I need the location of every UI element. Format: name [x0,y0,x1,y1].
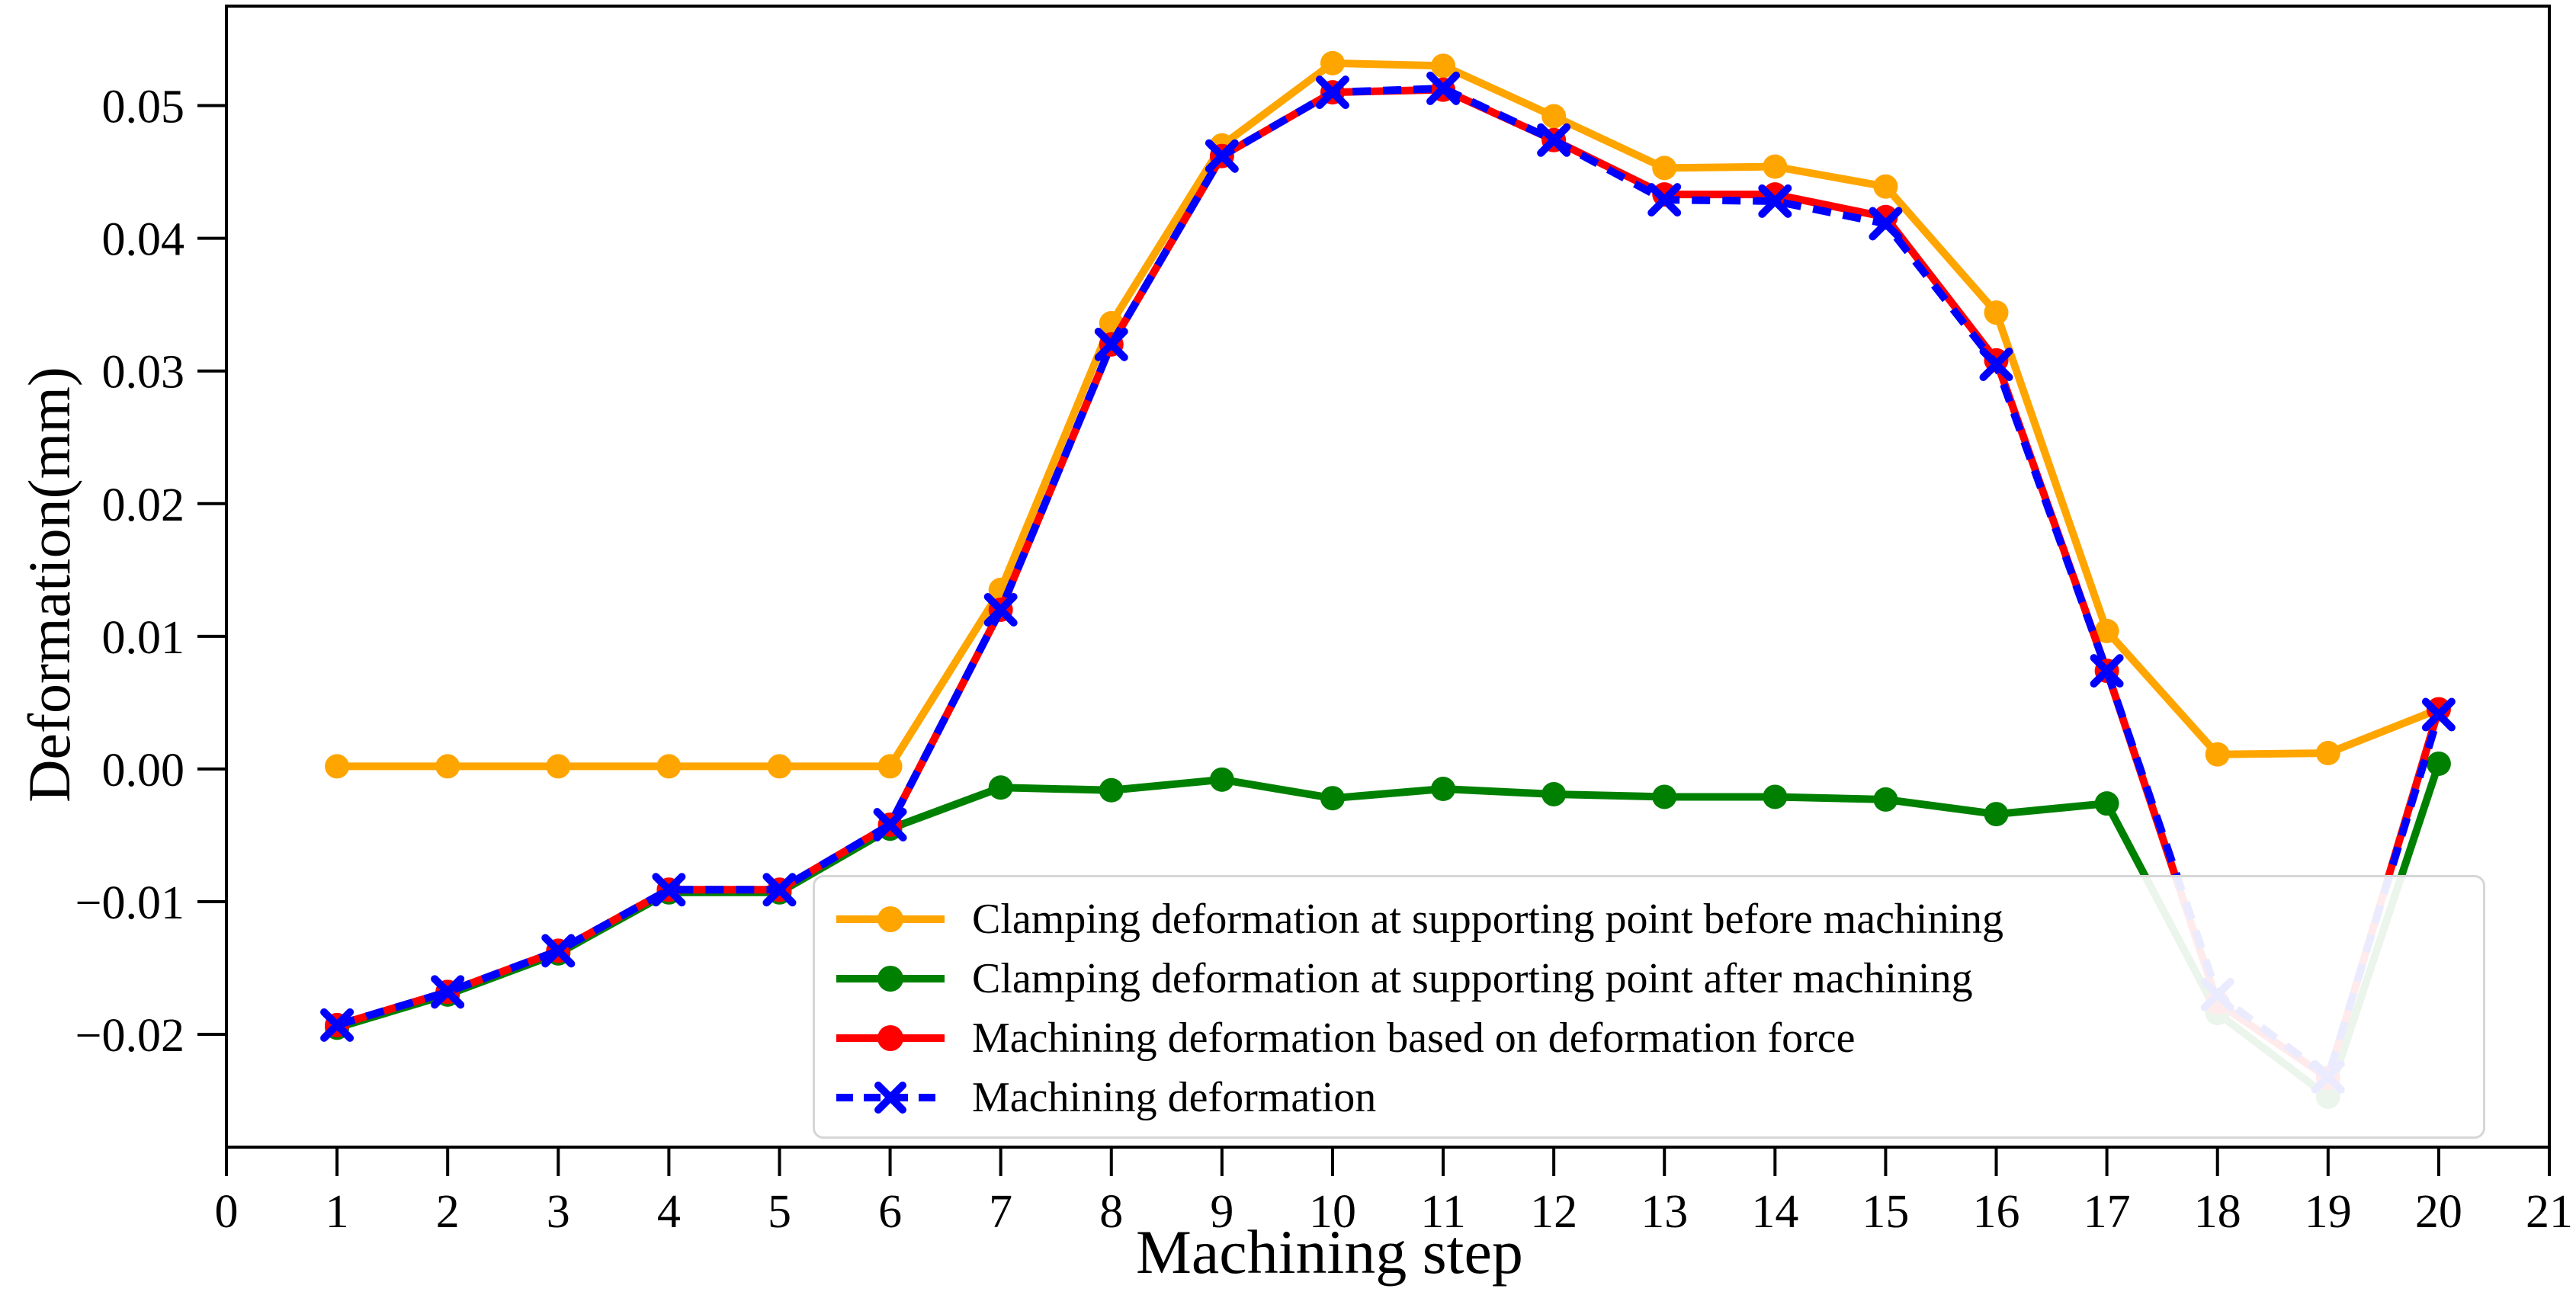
x-axis-title: Machining step [1136,1217,1523,1287]
x-tick-label: 14 [1751,1186,1798,1238]
series-1-marker [1541,781,1567,806]
series-1-marker [1099,777,1124,803]
series-3-marker [1537,123,1571,157]
legend-swatch-red-line-icon [836,1025,945,1051]
series-3-marker [762,873,797,907]
legend-swatch-blue-dashed-x-icon [836,1082,945,1114]
series-3-marker [320,1008,354,1042]
x-tick-label: 5 [768,1186,791,1238]
series-3-line [335,84,2443,1081]
series-1-marker [1763,784,1788,809]
series-1-marker [1873,787,1898,812]
x-tick-label: 18 [2194,1186,2241,1238]
x-tick-label: 8 [1099,1186,1123,1238]
legend-label: Machining deformation based on deformati… [972,1015,1856,1062]
series-0-marker [2315,741,2340,766]
series-0-line [337,59,2440,771]
series-3-marker [983,593,1018,627]
series-0-marker [1984,300,2009,325]
legend-swatch-orange-line-icon [836,906,945,932]
x-tick-label: 4 [657,1186,681,1238]
series-3-marker [1979,347,2013,381]
y-tick-label: −0.02 [75,1010,184,1062]
legend-label: Machining deformation [972,1074,1377,1121]
series-1-marker [2094,791,2119,816]
y-axis-title: Deformation(mm) [16,367,82,803]
legend-item: Machining deformation based on deformati… [833,1008,2483,1068]
x-tick-label: 11 [1420,1186,1466,1238]
x-tick-label: 15 [1862,1186,1909,1238]
series-3-marker [2090,654,2124,688]
series-3-marker [652,873,686,907]
series-0-marker [1431,53,1456,79]
series-0-marker [1763,154,1788,179]
series-3-marker [1758,184,1792,218]
y-tick-label: 0.00 [102,745,185,797]
series-0-marker [877,754,903,779]
x-tick-label: 20 [2415,1186,2462,1238]
x-tick-label: 9 [1210,1186,1233,1238]
legend-swatch-green-line-icon [836,966,945,992]
x-tick-label: 13 [1641,1186,1688,1238]
y-tick-label: 0.04 [102,214,185,266]
series-0-marker [2094,618,2119,643]
series-0-marker [435,754,460,779]
y-tick-label: 0.05 [102,82,185,133]
legend-label: Clamping deformation at supporting point… [972,955,1973,1002]
legend-item: Machining deformation [833,1068,2483,1127]
x-tick-label: 6 [878,1186,902,1238]
series-3-marker [1426,71,1461,105]
legend-item: Clamping deformation at supporting point… [833,949,2483,1008]
series-3-marker [431,975,465,1009]
series-1-marker [2426,751,2451,776]
series-0-marker [1873,174,1898,199]
series-0-marker [325,754,350,779]
x-tick-label: 17 [2084,1186,2131,1238]
legend-item: Clamping deformation at supporting point… [833,889,2483,949]
x-tick-label: 2 [436,1186,460,1238]
series-0-marker [1652,155,1677,181]
series-1-marker [1984,802,2009,827]
series-0-marker [656,754,682,779]
series-1-marker [1431,777,1456,802]
series-1-marker [988,775,1013,800]
x-tick-label: 21 [2526,1186,2573,1238]
legend-label: Clamping deformation at supporting point… [972,896,2004,943]
series-0-marker [767,754,792,779]
series-3-marker [1315,75,1349,110]
x-tick-label: 12 [1530,1186,1577,1238]
x-tick-label: 0 [215,1186,239,1238]
series-0-marker [2205,742,2230,767]
series-0-marker [1541,104,1567,129]
x-tick-label: 10 [1309,1186,1356,1238]
x-tick-label: 1 [326,1186,349,1238]
series-3-marker [1869,207,1903,241]
series-3-marker [1647,183,1682,217]
series-1-marker [1320,786,1345,811]
y-tick-label: 0.03 [102,347,185,399]
y-tick-label: −0.01 [75,877,184,929]
series-0-marker [546,754,571,779]
x-tick-label: 16 [1973,1186,2020,1238]
x-tick-label: 3 [547,1186,570,1238]
series-0-marker [1320,50,1345,75]
y-tick-label: 0.02 [102,479,185,531]
plot-border [225,5,2551,1149]
x-tick-label: 7 [989,1186,1012,1238]
series-3-marker [2421,697,2456,732]
series-3-marker [873,808,907,842]
legend: Clamping deformation at supporting point… [813,875,2485,1139]
y-tick-label: 0.01 [102,612,185,664]
series-3-marker [541,934,576,968]
series-1-marker [1209,767,1234,792]
series-1-marker [1652,784,1677,809]
series-3-marker [1094,327,1128,361]
series-3-marker [1205,139,1239,173]
x-tick-label: 19 [2305,1186,2352,1238]
